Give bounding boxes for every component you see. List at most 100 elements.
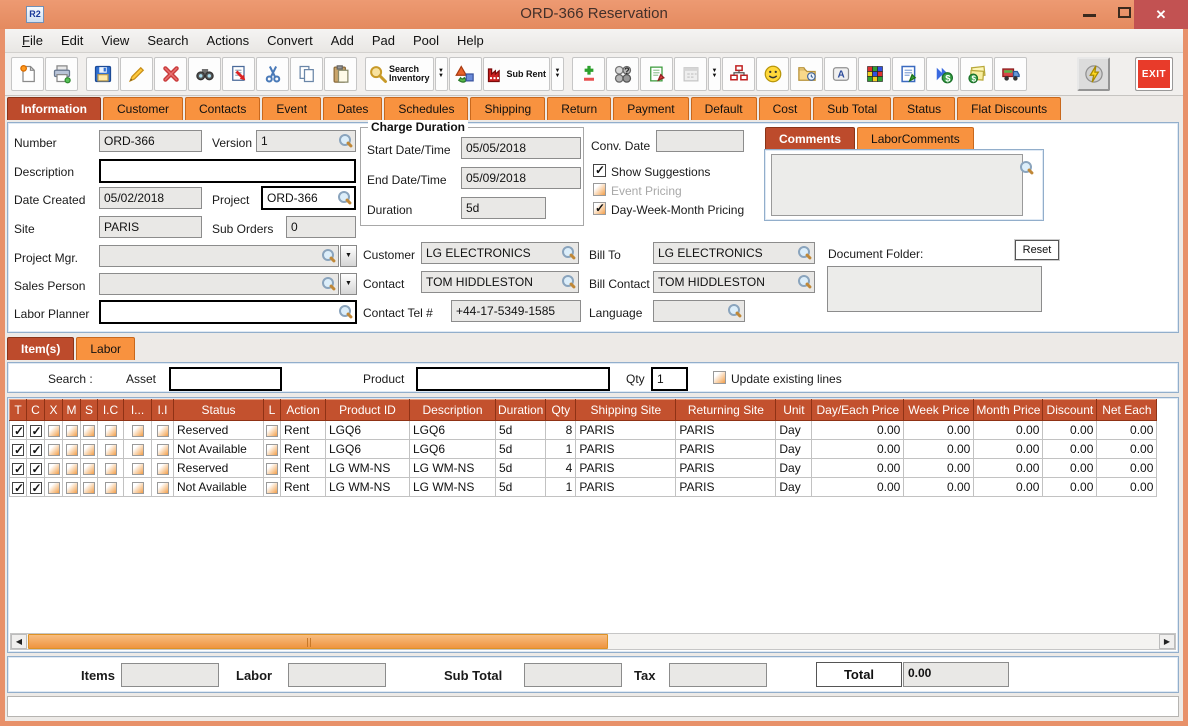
keyboard-key-button[interactable]: A — [824, 57, 858, 91]
tab-schedules[interactable]: Schedules — [384, 97, 469, 120]
sub-orders-field[interactable]: 0 — [286, 216, 356, 238]
project-mgr-combo-button[interactable]: ▼ — [340, 245, 357, 267]
column-header-day-each-price[interactable]: Day/Each Price — [811, 399, 905, 421]
comments-box[interactable] — [771, 154, 1023, 216]
cell-returning-site[interactable]: PARIS — [675, 439, 777, 459]
cell-discount[interactable]: 0.00 — [1042, 439, 1098, 459]
menu-search[interactable]: Search — [147, 33, 189, 48]
row-checkbox-l[interactable] — [266, 443, 278, 456]
calendar-button[interactable] — [674, 57, 708, 91]
cell-unit[interactable]: Day — [775, 439, 813, 459]
tab-cost[interactable]: Cost — [758, 97, 812, 120]
row-checkbox-i-i[interactable] — [156, 424, 169, 437]
cell-returning-site[interactable]: PARIS — [675, 477, 777, 497]
contact-field[interactable]: TOM HIDDLESTON — [421, 271, 579, 293]
tab-sub-total[interactable]: Sub Total — [813, 97, 892, 120]
search-inventory-button[interactable]: Search Inventory — [365, 57, 434, 91]
row-checkbox-x[interactable] — [47, 424, 60, 437]
column-header-i-c[interactable]: I.C — [97, 399, 124, 421]
copy-button[interactable] — [290, 57, 323, 91]
row-checkbox-c[interactable] — [29, 462, 42, 476]
tab-dates[interactable]: Dates — [323, 97, 383, 120]
tab-information[interactable]: Information — [7, 97, 101, 120]
asset-search-input[interactable] — [169, 367, 282, 391]
project-mgr-lookup-icon[interactable] — [321, 248, 337, 264]
cell-description[interactable]: LG WM-NS — [409, 477, 496, 497]
scroll-right-arrow[interactable]: ▶ — [1159, 634, 1175, 649]
row-checkbox-x[interactable] — [47, 481, 60, 494]
items-tab-labor[interactable]: Labor — [76, 337, 136, 360]
row-checkbox-s[interactable] — [83, 481, 95, 494]
cell-qty[interactable]: 4 — [545, 458, 577, 478]
notepad-edit-button[interactable] — [640, 57, 674, 91]
tab-customer[interactable]: Customer — [103, 97, 184, 120]
cell-week-price[interactable]: 0.00 — [903, 458, 975, 478]
delete-button[interactable] — [154, 57, 187, 91]
contact-lookup-icon[interactable] — [561, 274, 577, 290]
cell-status[interactable]: Reserved — [173, 458, 264, 478]
version-field[interactable]: 1 — [256, 130, 356, 152]
cell-day-each-price[interactable]: 0.00 — [811, 477, 905, 497]
org-chart-button[interactable] — [722, 57, 756, 91]
row-checkbox-s[interactable] — [83, 462, 95, 475]
row-checkbox-m[interactable] — [65, 462, 78, 475]
search-inventory-dropdown[interactable]: ▼ ▼ — [434, 57, 448, 91]
cell-month-price[interactable]: 0.00 — [973, 477, 1044, 497]
labor-planner-lookup-icon[interactable] — [338, 304, 354, 320]
row-checkbox-i[interactable] — [131, 443, 144, 456]
cell-status[interactable]: Not Available — [173, 477, 264, 497]
version-lookup-icon[interactable] — [338, 133, 354, 149]
tab-flat-discounts[interactable]: Flat Discounts — [957, 97, 1062, 120]
tab-contacts[interactable]: Contacts — [185, 97, 261, 120]
tab-status[interactable]: Status — [893, 97, 956, 120]
cell-discount[interactable]: 0.00 — [1042, 458, 1098, 478]
row-checkbox-t[interactable] — [12, 424, 24, 438]
start-date-field[interactable]: 05/05/2018 — [461, 137, 581, 159]
cell-description[interactable]: LG WM-NS — [409, 458, 496, 478]
print-button[interactable] — [45, 57, 78, 91]
cell-unit[interactable]: Day — [775, 458, 813, 478]
menu-edit[interactable]: Edit — [60, 33, 84, 48]
cell-shipping-site[interactable]: PARIS — [575, 458, 677, 478]
column-header-action[interactable]: Action — [280, 399, 326, 421]
column-header-qty[interactable]: Qty — [545, 399, 577, 421]
cell-shipping-site[interactable]: PARIS — [575, 420, 677, 440]
project-field[interactable]: ORD-366 — [261, 186, 356, 210]
cell-description[interactable]: LGQ6 — [409, 439, 496, 459]
row-checkbox-t[interactable] — [12, 481, 24, 495]
column-header-duration[interactable]: Duration — [494, 399, 547, 421]
cell-qty[interactable]: 8 — [545, 420, 577, 440]
project-lookup-icon[interactable] — [337, 190, 353, 206]
lightning-button[interactable] — [1077, 57, 1111, 91]
save-button[interactable] — [86, 57, 119, 91]
row-checkbox-i[interactable] — [131, 462, 144, 475]
cell-product-id[interactable]: LG WM-NS — [325, 477, 410, 497]
day-week-month-pricing-checkbox[interactable] — [593, 201, 606, 215]
cell-status[interactable]: Reserved — [173, 420, 264, 440]
export-document-button[interactable] — [222, 57, 255, 91]
convert-currency-button[interactable]: $ — [926, 57, 960, 91]
sub-rent-button[interactable]: Sub Rent — [482, 57, 551, 91]
cell-discount[interactable]: 0.00 — [1042, 420, 1098, 440]
number-field[interactable]: ORD-366 — [99, 130, 202, 152]
row-checkbox-i-c[interactable] — [104, 481, 117, 494]
tab-event[interactable]: Event — [262, 97, 322, 120]
column-header-l[interactable]: L — [263, 399, 281, 421]
language-lookup-icon[interactable] — [727, 303, 743, 319]
tab-default[interactable]: Default — [690, 97, 757, 120]
cell-net-each[interactable]: 0.00 — [1096, 477, 1158, 497]
item-row[interactable]: Not AvailableRentLGQ6LGQ65d1PARISPARISDa… — [9, 439, 1158, 459]
row-checkbox-l[interactable] — [266, 481, 278, 494]
sales-person-combo-button[interactable]: ▼ — [340, 273, 357, 295]
menu-actions[interactable]: Actions — [206, 33, 250, 48]
duration-field[interactable]: 5d — [461, 197, 546, 219]
row-checkbox-m[interactable] — [65, 424, 78, 437]
comments-lookup-icon[interactable] — [1019, 160, 1035, 176]
cell-net-each[interactable]: 0.00 — [1096, 458, 1158, 478]
cell-unit[interactable]: Day — [775, 420, 813, 440]
row-checkbox-i-i[interactable] — [156, 443, 169, 456]
cell-duration[interactable]: 5d — [494, 439, 547, 459]
close-button[interactable]: ✕ — [1134, 0, 1188, 29]
description-field[interactable] — [99, 159, 356, 183]
cell-day-each-price[interactable]: 0.00 — [811, 439, 905, 459]
